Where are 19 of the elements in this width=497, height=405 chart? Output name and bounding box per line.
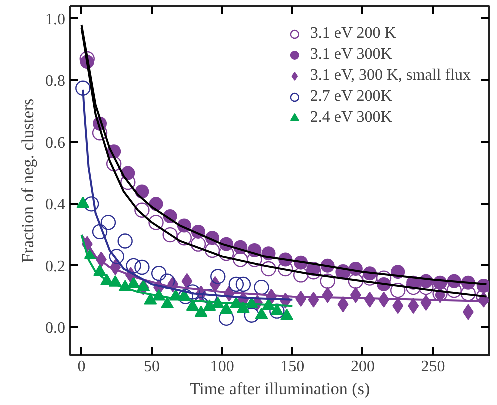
legend-label: 3.1 eV, 300 K, small flux: [310, 67, 471, 85]
y-axis-title: Fraction of neg. clusters: [18, 98, 38, 264]
x-tick-label: 0: [78, 358, 86, 376]
legend-label: 3.1 eV 300K: [310, 46, 392, 64]
y-tick-label: 0.4: [46, 196, 66, 214]
x-tick-label: 100: [210, 358, 234, 376]
x-tick-label: 250: [421, 358, 446, 376]
x-tick-label: 50: [144, 358, 160, 376]
x-axis-title: Time after illumination (s): [190, 380, 370, 398]
y-tick-label: 1.0: [46, 11, 66, 28]
x-tick-label: 200: [350, 358, 375, 376]
x-tick-label: 150: [280, 358, 305, 376]
y-tick-label: 0.6: [46, 134, 66, 152]
y-tick-label: 0.2: [46, 258, 66, 276]
legend-label: 2.7 eV 200K: [310, 88, 392, 106]
legend-label: 3.1 eV 200 K: [310, 25, 396, 43]
y-tick-label: 0.8: [46, 73, 66, 90]
y-tick-label: 0.0: [46, 320, 66, 338]
legend-label: 2.4 eV 300K: [310, 109, 392, 127]
